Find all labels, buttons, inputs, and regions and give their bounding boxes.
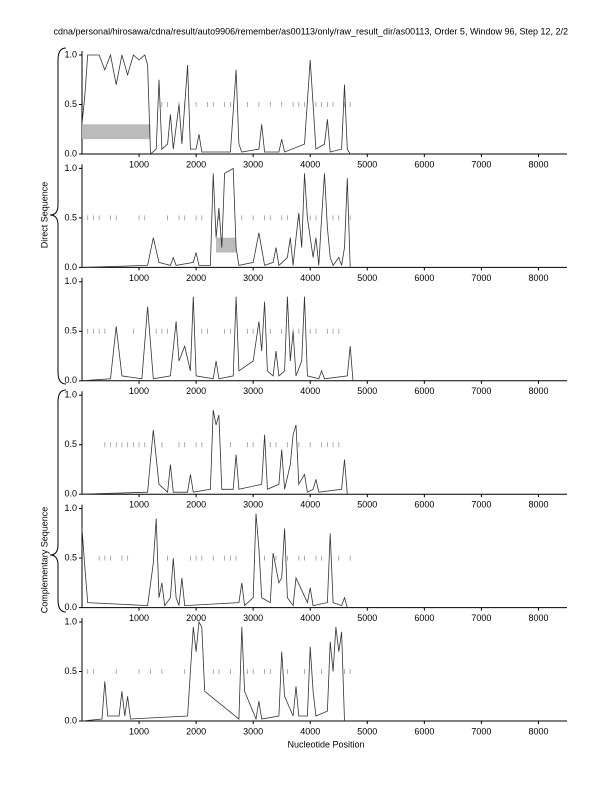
x-tick-label: 2000 [186,273,206,283]
x-tick-label: 8000 [528,500,548,510]
y-tick-label: 0.5 [64,99,77,109]
x-tick-label: 3000 [243,273,263,283]
figure-title: cdna/personal/hirosawa/cdna/result/auto9… [54,26,568,36]
trace [81,410,348,495]
y-tick-label: 0.5 [64,666,77,676]
trace [81,513,348,608]
x-tick-label: 8000 [528,726,548,736]
region [216,237,237,253]
x-tick-label: 2000 [186,726,206,736]
y-tick-label: 1.0 [64,276,77,286]
x-tick-label: 4000 [300,159,320,169]
x-tick-label: 8000 [528,273,548,283]
x-tick-label: 5000 [357,613,377,623]
x-tick-label: 1000 [129,273,149,283]
x-tick-label: 6000 [414,726,434,736]
x-tick-label: 2000 [186,159,206,169]
x-tick-label: 6000 [414,273,434,283]
x-tick-label: 3000 [243,613,263,623]
y-tick-label: 0.0 [64,715,77,725]
y-tick-label: 0.5 [64,212,77,222]
y-tick-label: 1.0 [64,163,77,173]
y-tick-label: 1.0 [64,390,77,400]
x-tick-label: 4000 [300,273,320,283]
x-tick-label: 7000 [471,386,491,396]
x-tick-label: 3000 [243,159,263,169]
y-tick-label: 0.0 [64,262,77,272]
x-tick-label: 7000 [471,500,491,510]
trace [81,620,345,722]
x-tick-label: 7000 [471,273,491,283]
x-tick-label: 1000 [129,500,149,510]
y-tick-label: 0.5 [64,439,77,449]
brace [49,389,67,613]
y-tick-label: 1.0 [64,616,77,626]
x-tick-label: 4000 [300,386,320,396]
x-tick-label: 7000 [471,726,491,736]
y-tick-label: 0.0 [64,602,77,612]
x-tick-label: 8000 [528,386,548,396]
x-tick-label: 6000 [414,386,434,396]
y-tick-label: 1.0 [64,49,77,59]
x-tick-label: 4000 [300,500,320,510]
x-tick-label: 6000 [414,159,434,169]
x-tick-label: 1000 [129,726,149,736]
x-tick-label: 6000 [414,500,434,510]
trace [81,296,354,382]
y-tick-label: 0.0 [64,375,77,385]
x-tick-label: 8000 [528,613,548,623]
y-tick-label: 0.0 [64,148,77,158]
x-tick-label: 5000 [357,273,377,283]
y-tick-label: 0.5 [64,326,77,336]
trace [81,53,351,155]
x-tick-label: 3000 [243,386,263,396]
x-tick-label: 1000 [129,159,149,169]
y-tick-label: 1.0 [64,503,77,513]
x-tick-label: 8000 [528,159,548,169]
x-tick-label: 3000 [243,500,263,510]
x-tick-label: 1000 [129,386,149,396]
x-tick-label: 3000 [243,726,263,736]
x-tick-label: 5000 [357,726,377,736]
x-tick-label: 1000 [129,613,149,623]
x-tick-label: 4000 [300,613,320,623]
x-tick-label: 5000 [357,500,377,510]
y-tick-label: 0.0 [64,489,77,499]
x-tick-label: 2000 [186,613,206,623]
x-tick-label: 7000 [471,159,491,169]
region [82,124,151,140]
x-tick-label: 2000 [186,386,206,396]
x-tick-label: 4000 [300,726,320,736]
trace [81,167,351,268]
x-tick-label: 5000 [357,159,377,169]
x-tick-label: 7000 [471,613,491,623]
x-tick-label: 2000 [186,500,206,510]
group-label: Complementary Sequence [39,507,49,614]
y-tick-label: 0.5 [64,552,77,562]
group-label: Direct Sequence [39,182,49,249]
x-tick-label: 6000 [414,613,434,623]
x-tick-label: 5000 [357,386,377,396]
brace [49,47,67,385]
x-axis-label: Nucleotide Position [287,739,364,749]
